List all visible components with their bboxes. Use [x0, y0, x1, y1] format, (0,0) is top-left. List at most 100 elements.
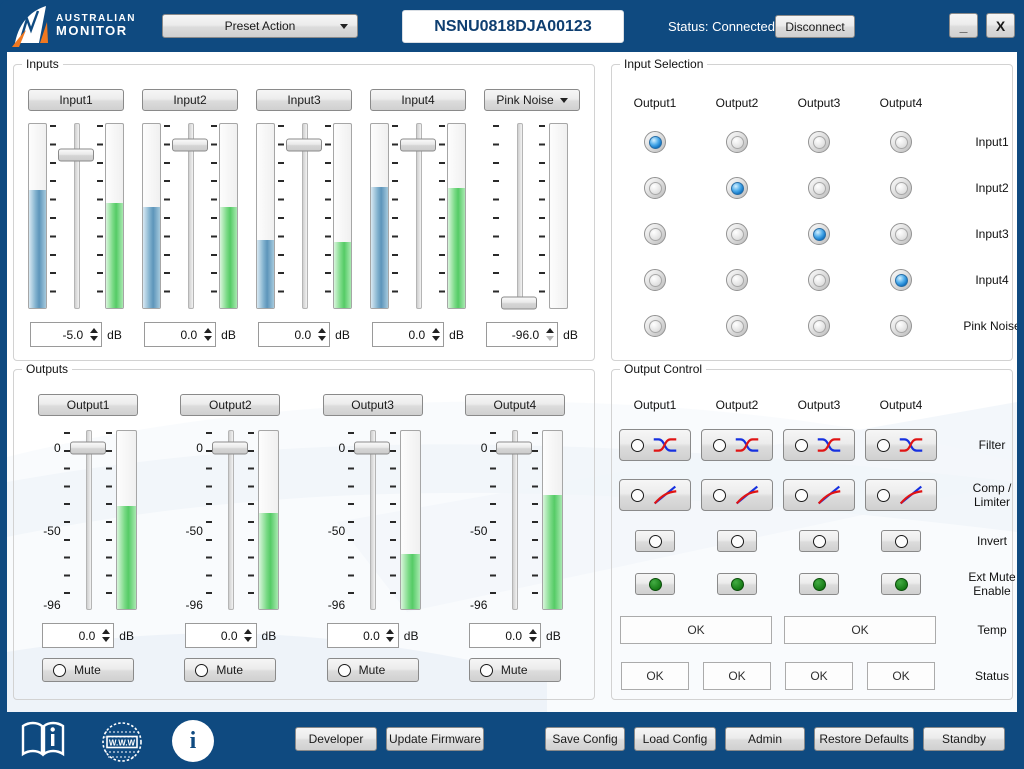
routing-radio-out2-in4[interactable] [696, 257, 778, 303]
pink-noise-gain-field[interactable]: -96.0 [486, 322, 559, 347]
www-globe-icon[interactable]: W.W.W [100, 720, 144, 769]
output4-comp-button[interactable] [865, 479, 937, 511]
routing-radio-out4-in1[interactable] [860, 119, 942, 165]
routing-radio-out3-in4[interactable] [778, 257, 860, 303]
input1-gain-slider[interactable] [58, 123, 94, 309]
spin-down-icon[interactable] [244, 637, 253, 642]
spin-up-icon[interactable] [386, 629, 395, 634]
gain-value[interactable]: 0.0 [78, 628, 96, 643]
slider-track[interactable] [416, 123, 422, 309]
spin-down-icon[interactable] [101, 637, 110, 642]
output3-comp-button[interactable] [783, 479, 855, 511]
input2-button[interactable]: Input2 [142, 89, 238, 111]
output2-mute-button[interactable]: Mute [184, 658, 277, 682]
slider-handle[interactable] [501, 296, 537, 310]
output4-mute-button[interactable]: Mute [468, 658, 561, 682]
spin-down-icon[interactable] [203, 336, 212, 341]
spin-up-icon[interactable] [528, 629, 537, 634]
input1-button[interactable]: Input1 [28, 89, 124, 111]
output4-invert-button[interactable] [881, 530, 921, 552]
output2-comp-button[interactable] [701, 479, 773, 511]
spin-up-icon[interactable] [244, 629, 253, 634]
output1-mute-button[interactable]: Mute [42, 658, 135, 682]
output4-gain-slider[interactable] [496, 430, 533, 610]
gain-value[interactable]: 0.0 [408, 327, 426, 342]
update-firmware-button[interactable]: Update Firmware [386, 727, 484, 751]
routing-radio-out2-in2[interactable] [696, 165, 778, 211]
slider-handle[interactable] [211, 441, 248, 455]
routing-radio-out1-in2[interactable] [614, 165, 696, 211]
spin-down-icon[interactable] [317, 336, 326, 341]
output2-filter-button[interactable] [701, 429, 773, 461]
spin-up-icon[interactable] [317, 328, 326, 333]
gain-value[interactable]: 0.0 [180, 327, 198, 342]
spin-up-icon[interactable] [89, 328, 98, 333]
output3-invert-button[interactable] [799, 530, 839, 552]
output2-ext-mute-button[interactable] [717, 573, 757, 595]
output1-gain-field[interactable]: 0.0 [42, 623, 115, 648]
developer-button[interactable]: Developer [295, 727, 377, 751]
slider-track[interactable] [517, 123, 523, 309]
input2-gain-slider[interactable] [172, 123, 208, 309]
gain-value[interactable]: -96.0 [511, 327, 540, 342]
info-bubble-icon[interactable]: i [172, 720, 214, 762]
slider-handle[interactable] [400, 138, 436, 152]
routing-radio-out4-in3[interactable] [860, 211, 942, 257]
spin-up-icon[interactable] [101, 629, 110, 634]
pink-noise-gain-slider[interactable] [501, 123, 537, 310]
routing-radio-out1-in3[interactable] [614, 211, 696, 257]
output1-ext-mute-button[interactable] [635, 573, 675, 595]
input3-button[interactable]: Input3 [256, 89, 352, 111]
minimize-button[interactable]: _ [949, 13, 978, 38]
gain-value[interactable]: 0.0 [294, 327, 312, 342]
slider-track[interactable] [74, 123, 80, 309]
spin-up-icon[interactable] [545, 328, 554, 333]
spin-down-icon[interactable] [386, 637, 395, 642]
input4-gain-slider[interactable] [400, 123, 436, 309]
output2-button[interactable]: Output2 [180, 394, 281, 416]
slider-handle[interactable] [172, 138, 208, 152]
output1-filter-button[interactable] [619, 429, 691, 461]
gain-value[interactable]: -5.0 [62, 327, 84, 342]
output2-gain-slider[interactable] [211, 430, 248, 610]
manual-book-icon[interactable] [18, 720, 68, 765]
slider-track[interactable] [188, 123, 194, 309]
input1-gain-field[interactable]: -5.0 [30, 322, 103, 347]
output3-gain-slider[interactable] [354, 430, 391, 610]
spin-up-icon[interactable] [431, 328, 440, 333]
gain-value[interactable]: 0.0 [505, 628, 523, 643]
slider-track[interactable] [512, 430, 519, 610]
output3-gain-field[interactable]: 0.0 [326, 623, 399, 648]
output3-mute-button[interactable]: Mute [326, 658, 419, 682]
input3-gain-field[interactable]: 0.0 [258, 322, 331, 347]
output4-filter-button[interactable] [865, 429, 937, 461]
disconnect-button[interactable]: Disconnect [775, 15, 855, 38]
routing-radio-out3-in1[interactable] [778, 119, 860, 165]
spin-down-icon[interactable] [528, 637, 537, 642]
output3-ext-mute-button[interactable] [799, 573, 839, 595]
slider-handle[interactable] [69, 441, 106, 455]
input3-gain-slider[interactable] [286, 123, 322, 309]
slider-handle[interactable] [496, 441, 533, 455]
routing-radio-out1-in4[interactable] [614, 257, 696, 303]
spin-down-icon[interactable] [431, 336, 440, 341]
output3-filter-button[interactable] [783, 429, 855, 461]
slider-track[interactable] [227, 430, 234, 610]
standby-button[interactable]: Standby [923, 727, 1005, 751]
routing-radio-out2-in1[interactable] [696, 119, 778, 165]
routing-radio-out1-in1[interactable] [614, 119, 696, 165]
spin-down-icon[interactable] [545, 336, 554, 341]
output1-comp-button[interactable] [619, 479, 691, 511]
output1-gain-slider[interactable] [69, 430, 106, 610]
admin-button[interactable]: Admin [725, 727, 805, 751]
slider-track[interactable] [85, 430, 92, 610]
routing-radio-out3-in3[interactable] [778, 211, 860, 257]
preset-action-dropdown[interactable]: Preset Action [162, 14, 358, 38]
output2-invert-button[interactable] [717, 530, 757, 552]
restore-defaults-button[interactable]: Restore Defaults [814, 727, 914, 751]
output1-button[interactable]: Output1 [38, 394, 139, 416]
pink-noise-dropdown[interactable]: Pink Noise [484, 89, 580, 111]
routing-radio-out4-pink[interactable] [860, 303, 942, 349]
output2-gain-field[interactable]: 0.0 [184, 623, 257, 648]
slider-track[interactable] [370, 430, 377, 610]
